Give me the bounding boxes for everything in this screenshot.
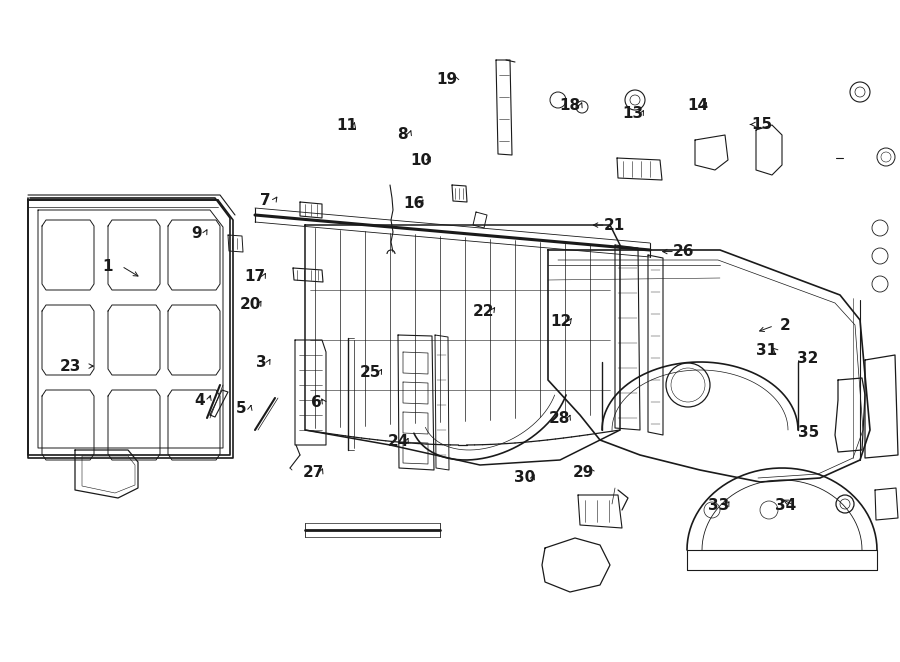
Text: 15: 15	[752, 117, 773, 132]
Text: 2: 2	[779, 318, 790, 333]
Text: 33: 33	[707, 498, 729, 512]
Text: 11: 11	[336, 118, 357, 133]
Text: 20: 20	[239, 297, 261, 312]
Text: 19: 19	[436, 72, 458, 87]
Text: 28: 28	[549, 411, 571, 426]
Text: 8: 8	[397, 127, 408, 142]
Text: 21: 21	[604, 218, 626, 232]
Text: 25: 25	[360, 365, 382, 380]
Text: 17: 17	[244, 269, 266, 284]
Text: 23: 23	[59, 359, 81, 373]
Text: 35: 35	[797, 425, 819, 440]
Text: 4: 4	[194, 393, 205, 408]
Text: 7: 7	[260, 193, 271, 208]
Text: 18: 18	[559, 99, 580, 113]
Text: 31: 31	[756, 344, 778, 358]
Text: 22: 22	[472, 304, 494, 318]
Text: 3: 3	[256, 355, 266, 370]
Text: 1: 1	[103, 259, 113, 273]
Text: 12: 12	[550, 314, 572, 328]
Text: 32: 32	[796, 352, 818, 366]
Text: 16: 16	[403, 196, 425, 211]
Text: 5: 5	[236, 401, 247, 416]
Text: 24: 24	[388, 434, 410, 449]
Text: 6: 6	[311, 395, 322, 410]
Text: 10: 10	[410, 154, 432, 168]
Text: 29: 29	[572, 465, 594, 479]
Text: 30: 30	[514, 471, 536, 485]
Text: 27: 27	[302, 465, 324, 479]
Text: 9: 9	[191, 226, 202, 240]
Text: 26: 26	[673, 244, 695, 259]
Text: 34: 34	[775, 498, 796, 512]
Text: 14: 14	[687, 99, 708, 113]
Text: 13: 13	[622, 107, 644, 121]
